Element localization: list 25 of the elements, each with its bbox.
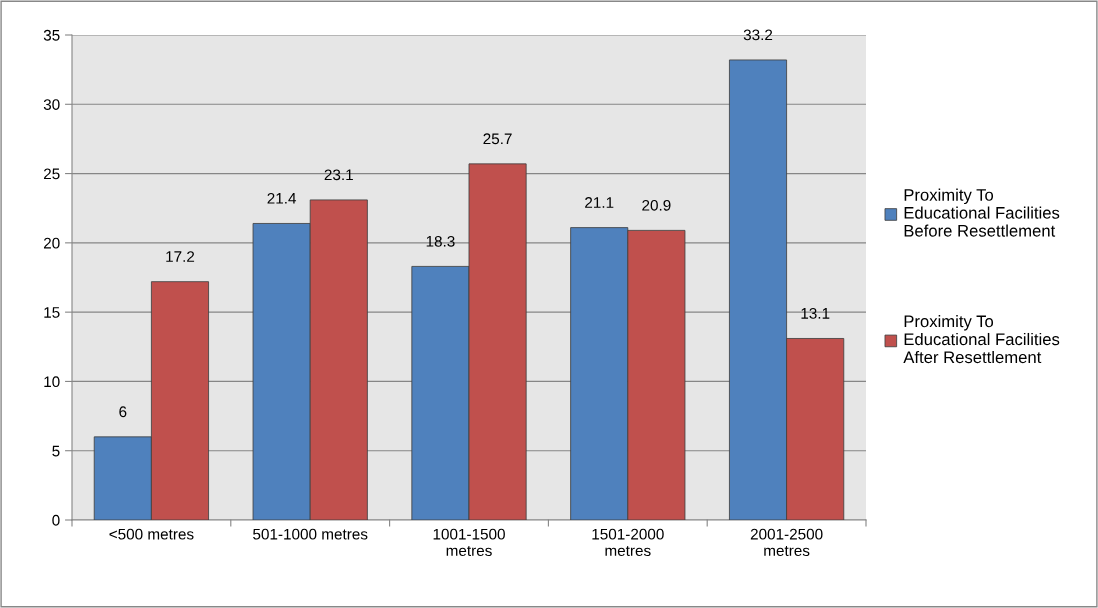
y-tick-label: 15 (44, 307, 60, 318)
x-tick-label: 1501-2000 metres (592, 528, 664, 557)
data-label: 6 (119, 406, 127, 418)
data-label: 17.2 (166, 251, 195, 262)
data-label: 25.7 (483, 133, 512, 145)
y-tick-label: 20 (43, 237, 60, 249)
data-label: 23.1 (324, 169, 353, 181)
data-label: 20.9 (642, 199, 671, 211)
x-tick-label: 2001-2500 metres (750, 528, 823, 557)
y-tick-label: 30 (43, 99, 60, 110)
data-label: 13.1 (801, 307, 830, 319)
legend-label: Proximity To Educational Facilities After Resettlement (903, 315, 1060, 364)
x-tick-label: 1001-1500 metres (433, 528, 505, 557)
x-tick-label: 501-1000 metres (253, 528, 368, 540)
data-label: 33.2 (743, 29, 773, 41)
legend-label: Proximity To Educational Facilities Before Resettlement (904, 188, 1060, 237)
y-tick-label: 10 (44, 376, 60, 388)
data-label: 18.3 (426, 235, 455, 247)
y-tick-label: 25 (43, 168, 60, 180)
y-tick-label: 5 (52, 445, 60, 457)
data-label: 21.1 (585, 197, 614, 208)
x-tick-label: <500 metres (109, 528, 194, 540)
data-label: 21.4 (267, 192, 297, 204)
y-tick-label: 0 (52, 514, 60, 526)
y-tick-label: 35 (43, 29, 60, 41)
